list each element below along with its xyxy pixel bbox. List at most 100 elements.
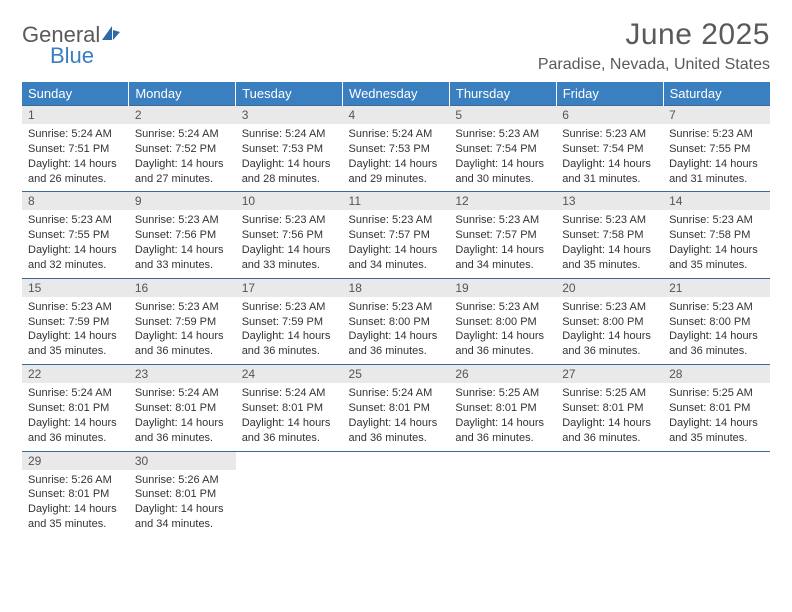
day-number: 12 — [449, 192, 556, 210]
sunset-line: Sunset: 7:57 PM — [455, 228, 550, 243]
daylight-line: Daylight: 14 hours and 32 minutes. — [28, 243, 123, 273]
sunset-line: Sunset: 8:01 PM — [455, 401, 550, 416]
calendar-day-cell: 28Sunrise: 5:25 AMSunset: 8:01 PMDayligh… — [663, 365, 770, 451]
daylight-line: Daylight: 14 hours and 35 minutes. — [669, 243, 764, 273]
day-info: Sunrise: 5:24 AMSunset: 7:53 PMDaylight:… — [236, 124, 343, 191]
sunset-line: Sunset: 7:59 PM — [242, 315, 337, 330]
calendar-day-cell: 9Sunrise: 5:23 AMSunset: 7:56 PMDaylight… — [129, 192, 236, 278]
weekday-header: Saturday — [663, 82, 770, 106]
day-info: Sunrise: 5:23 AMSunset: 8:00 PMDaylight:… — [556, 297, 663, 364]
calendar-day-cell: 21Sunrise: 5:23 AMSunset: 8:00 PMDayligh… — [663, 278, 770, 364]
day-number: 28 — [663, 365, 770, 383]
calendar-day-cell: 25Sunrise: 5:24 AMSunset: 8:01 PMDayligh… — [343, 365, 450, 451]
sunrise-line: Sunrise: 5:23 AM — [455, 300, 550, 315]
daylight-line: Daylight: 14 hours and 36 minutes. — [242, 416, 337, 446]
day-number: 30 — [129, 452, 236, 470]
sunrise-line: Sunrise: 5:24 AM — [135, 386, 230, 401]
sunrise-line: Sunrise: 5:23 AM — [669, 300, 764, 315]
day-number: 8 — [22, 192, 129, 210]
sunset-line: Sunset: 7:56 PM — [135, 228, 230, 243]
sunrise-line: Sunrise: 5:24 AM — [135, 127, 230, 142]
day-number: 20 — [556, 279, 663, 297]
daylight-line: Daylight: 14 hours and 27 minutes. — [135, 157, 230, 187]
daylight-line: Daylight: 14 hours and 30 minutes. — [455, 157, 550, 187]
sunset-line: Sunset: 8:01 PM — [28, 401, 123, 416]
calendar-day-cell: 10Sunrise: 5:23 AMSunset: 7:56 PMDayligh… — [236, 192, 343, 278]
day-info: Sunrise: 5:23 AMSunset: 7:59 PMDaylight:… — [129, 297, 236, 364]
calendar-day-cell: 12Sunrise: 5:23 AMSunset: 7:57 PMDayligh… — [449, 192, 556, 278]
calendar-day-cell: 23Sunrise: 5:24 AMSunset: 8:01 PMDayligh… — [129, 365, 236, 451]
calendar-day-cell: 14Sunrise: 5:23 AMSunset: 7:58 PMDayligh… — [663, 192, 770, 278]
daylight-line: Daylight: 14 hours and 31 minutes. — [562, 157, 657, 187]
sunrise-line: Sunrise: 5:23 AM — [455, 213, 550, 228]
calendar-day-cell: 29Sunrise: 5:26 AMSunset: 8:01 PMDayligh… — [22, 451, 129, 537]
daylight-line: Daylight: 14 hours and 36 minutes. — [135, 416, 230, 446]
calendar-day-cell — [236, 451, 343, 537]
calendar-day-cell: 4Sunrise: 5:24 AMSunset: 7:53 PMDaylight… — [343, 106, 450, 192]
sail-icon — [100, 24, 122, 47]
sunrise-line: Sunrise: 5:24 AM — [349, 386, 444, 401]
sunrise-line: Sunrise: 5:23 AM — [28, 213, 123, 228]
calendar-day-cell — [556, 451, 663, 537]
day-info: Sunrise: 5:25 AMSunset: 8:01 PMDaylight:… — [556, 383, 663, 450]
sunrise-line: Sunrise: 5:25 AM — [669, 386, 764, 401]
day-info: Sunrise: 5:23 AMSunset: 7:54 PMDaylight:… — [556, 124, 663, 191]
daylight-line: Daylight: 14 hours and 34 minutes. — [349, 243, 444, 273]
day-info: Sunrise: 5:23 AMSunset: 7:58 PMDaylight:… — [663, 210, 770, 277]
day-info: Sunrise: 5:23 AMSunset: 8:00 PMDaylight:… — [663, 297, 770, 364]
day-info: Sunrise: 5:23 AMSunset: 7:57 PMDaylight:… — [449, 210, 556, 277]
day-info: Sunrise: 5:24 AMSunset: 7:52 PMDaylight:… — [129, 124, 236, 191]
daylight-line: Daylight: 14 hours and 34 minutes. — [135, 502, 230, 532]
day-info: Sunrise: 5:23 AMSunset: 7:59 PMDaylight:… — [236, 297, 343, 364]
day-number: 9 — [129, 192, 236, 210]
weekday-header: Thursday — [449, 82, 556, 106]
day-info: Sunrise: 5:25 AMSunset: 8:01 PMDaylight:… — [449, 383, 556, 450]
day-info: Sunrise: 5:23 AMSunset: 7:54 PMDaylight:… — [449, 124, 556, 191]
calendar-day-cell: 13Sunrise: 5:23 AMSunset: 7:58 PMDayligh… — [556, 192, 663, 278]
sunset-line: Sunset: 8:00 PM — [349, 315, 444, 330]
day-number: 17 — [236, 279, 343, 297]
day-info: Sunrise: 5:24 AMSunset: 8:01 PMDaylight:… — [129, 383, 236, 450]
daylight-line: Daylight: 14 hours and 36 minutes. — [135, 329, 230, 359]
calendar-day-cell: 18Sunrise: 5:23 AMSunset: 8:00 PMDayligh… — [343, 278, 450, 364]
daylight-line: Daylight: 14 hours and 33 minutes. — [135, 243, 230, 273]
day-number: 1 — [22, 106, 129, 124]
daylight-line: Daylight: 14 hours and 29 minutes. — [349, 157, 444, 187]
sunrise-line: Sunrise: 5:23 AM — [562, 213, 657, 228]
day-number: 25 — [343, 365, 450, 383]
sunset-line: Sunset: 7:58 PM — [669, 228, 764, 243]
day-info: Sunrise: 5:23 AMSunset: 7:57 PMDaylight:… — [343, 210, 450, 277]
calendar-header-row: SundayMondayTuesdayWednesdayThursdayFrid… — [22, 82, 770, 106]
day-number: 24 — [236, 365, 343, 383]
weekday-header: Friday — [556, 82, 663, 106]
sunset-line: Sunset: 8:01 PM — [242, 401, 337, 416]
daylight-line: Daylight: 14 hours and 35 minutes. — [28, 502, 123, 532]
daylight-line: Daylight: 14 hours and 34 minutes. — [455, 243, 550, 273]
sunrise-line: Sunrise: 5:24 AM — [242, 127, 337, 142]
sunset-line: Sunset: 7:53 PM — [349, 142, 444, 157]
sunrise-line: Sunrise: 5:23 AM — [28, 300, 123, 315]
sunrise-line: Sunrise: 5:23 AM — [349, 213, 444, 228]
day-number: 21 — [663, 279, 770, 297]
day-number: 26 — [449, 365, 556, 383]
calendar-day-cell: 5Sunrise: 5:23 AMSunset: 7:54 PMDaylight… — [449, 106, 556, 192]
sunset-line: Sunset: 7:52 PM — [135, 142, 230, 157]
day-info: Sunrise: 5:24 AMSunset: 7:51 PMDaylight:… — [22, 124, 129, 191]
day-info: Sunrise: 5:23 AMSunset: 8:00 PMDaylight:… — [449, 297, 556, 364]
sunset-line: Sunset: 8:01 PM — [28, 487, 123, 502]
sunrise-line: Sunrise: 5:26 AM — [28, 473, 123, 488]
sunset-line: Sunset: 7:56 PM — [242, 228, 337, 243]
day-number: 15 — [22, 279, 129, 297]
calendar-day-cell: 17Sunrise: 5:23 AMSunset: 7:59 PMDayligh… — [236, 278, 343, 364]
day-number: 3 — [236, 106, 343, 124]
day-number: 14 — [663, 192, 770, 210]
sunset-line: Sunset: 7:54 PM — [455, 142, 550, 157]
day-info: Sunrise: 5:23 AMSunset: 7:55 PMDaylight:… — [663, 124, 770, 191]
brand-logo: General Blue — [22, 24, 122, 67]
day-number: 4 — [343, 106, 450, 124]
daylight-line: Daylight: 14 hours and 36 minutes. — [562, 329, 657, 359]
day-number: 23 — [129, 365, 236, 383]
calendar-week-row: 29Sunrise: 5:26 AMSunset: 8:01 PMDayligh… — [22, 451, 770, 537]
sunset-line: Sunset: 8:00 PM — [669, 315, 764, 330]
sunset-line: Sunset: 8:01 PM — [562, 401, 657, 416]
